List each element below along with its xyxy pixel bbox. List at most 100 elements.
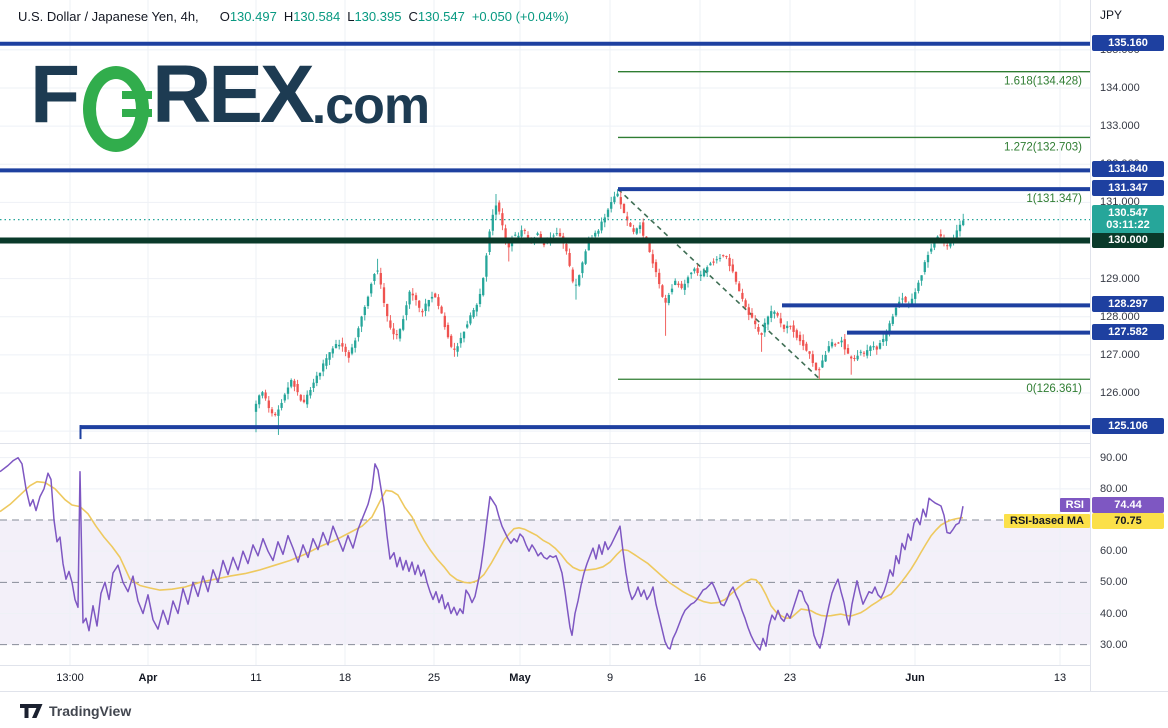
candle-body xyxy=(731,264,734,272)
time-tick-25: 25 xyxy=(427,672,441,684)
price-tick: 129.000 xyxy=(1100,272,1140,285)
candle-body xyxy=(859,351,862,353)
candle-body xyxy=(674,280,677,285)
time-scale-axis[interactable]: 13:00 Apr 11 18 25 May 9 16 23 Jun 13 xyxy=(0,665,1168,692)
candle-body xyxy=(427,300,430,307)
candle-body xyxy=(299,394,302,401)
candle-body xyxy=(443,315,446,328)
candle-body xyxy=(334,344,338,348)
candle-body xyxy=(914,292,917,299)
tradingview-logo[interactable]: TradingView xyxy=(20,703,131,719)
rsi-tick: 40.00 xyxy=(1100,607,1128,620)
time-tick-13:00: 13:00 xyxy=(56,672,84,684)
candle-body xyxy=(792,325,795,332)
candle-body xyxy=(651,254,654,264)
candle-body xyxy=(744,300,747,307)
candle-body xyxy=(341,343,344,347)
candle-body xyxy=(469,315,472,324)
rsi-indicator-label[interactable]: RSI xyxy=(1059,498,1090,513)
candle-body xyxy=(658,272,661,285)
price-tick: 134.000 xyxy=(1100,82,1140,94)
candle-body xyxy=(286,387,290,394)
fib-retracement[interactable]: 1.618(134.428) 1.272(132.703) 1(131.347) 0(… xyxy=(618,71,1090,396)
candle-body xyxy=(312,382,315,388)
candle-body xyxy=(440,306,443,314)
candle-body xyxy=(402,319,405,330)
candle-body xyxy=(853,357,856,359)
candle-body xyxy=(635,228,638,234)
price-pane[interactable]: 1.618(134.428) 1.272(132.703) 1(131.347) 0(… xyxy=(0,0,1090,443)
candle-body xyxy=(715,259,718,261)
trendline[interactable] xyxy=(617,188,821,380)
candle-body xyxy=(766,316,770,325)
candle-body xyxy=(894,307,898,316)
candle-body xyxy=(418,300,421,308)
candle-body xyxy=(382,287,386,303)
candle-body xyxy=(552,235,555,237)
candle-body xyxy=(392,328,395,335)
candle-body xyxy=(459,337,462,344)
price-scale-axis[interactable]: JPY 135.000134.000133.000132.000131.0001… xyxy=(1090,0,1168,691)
rsi-value-badge[interactable]: 74.44 xyxy=(1092,497,1164,514)
candle-body xyxy=(920,275,923,281)
candle-body xyxy=(738,283,741,292)
candle-body xyxy=(888,323,891,331)
candle-body xyxy=(648,242,651,253)
candle-body xyxy=(747,307,750,315)
candle-body xyxy=(267,400,270,409)
logo-dot-com: .com xyxy=(311,77,430,135)
rsi-ma-indicator-label[interactable]: RSI-based MA xyxy=(1004,513,1090,528)
candle-body xyxy=(274,413,277,416)
candle-body xyxy=(786,325,789,329)
rsi-ma-line[interactable] xyxy=(0,480,964,619)
candle-body xyxy=(875,346,878,350)
candle-body xyxy=(610,202,613,209)
candle-body xyxy=(728,257,731,267)
candle-body xyxy=(638,225,642,229)
rsi-line[interactable] xyxy=(0,456,964,651)
pane-divider[interactable] xyxy=(0,443,1168,444)
candle-body xyxy=(482,278,485,296)
price-level-badge-135.160[interactable]: 135.160 xyxy=(1092,34,1164,51)
symbol-title[interactable]: U.S. Dollar / Japanese Yen, 4h, xyxy=(18,9,199,24)
candle-body xyxy=(734,272,738,282)
price-level-badge-131.840[interactable]: 131.840 xyxy=(1092,161,1164,178)
candle-body xyxy=(882,338,885,342)
price-tick: 127.000 xyxy=(1100,348,1140,361)
candle-body xyxy=(654,262,658,273)
last-price-badge[interactable]: 130.547 03:11:22 xyxy=(1092,204,1164,233)
price-level-badge-127.582[interactable]: 127.582 xyxy=(1092,323,1164,340)
candle-body xyxy=(962,220,965,226)
candle-body xyxy=(603,217,606,223)
symbol-header: U.S. Dollar / Japanese Yen, 4h, O130.497… xyxy=(18,9,569,24)
candle-body xyxy=(677,283,680,286)
candle-body xyxy=(536,233,539,235)
candle-body xyxy=(437,297,440,306)
candle-body xyxy=(926,254,930,263)
tradingview-text: TradingView xyxy=(49,703,132,719)
candle-body xyxy=(379,273,382,285)
price-level-badge-130.000[interactable]: 130.000 xyxy=(1092,231,1164,248)
price-level-badge-128.297[interactable]: 128.297 xyxy=(1092,296,1164,313)
candle-body xyxy=(565,243,568,252)
candle-body xyxy=(779,318,782,324)
candle-body xyxy=(539,233,542,239)
candle-body xyxy=(805,343,808,351)
rsi-tick: 80.00 xyxy=(1100,482,1128,495)
rsi-pane[interactable] xyxy=(0,443,1090,665)
candle-body xyxy=(690,272,693,275)
candle-body xyxy=(270,409,274,414)
candle-body xyxy=(302,399,306,403)
price-level-badge-131.347[interactable]: 131.347 xyxy=(1092,180,1164,197)
candle-body xyxy=(626,216,629,221)
candle-body xyxy=(594,232,597,237)
rsi-ma-value-badge[interactable]: 70.75 xyxy=(1092,512,1164,529)
candle-body xyxy=(475,304,478,312)
time-tick-13: 13 xyxy=(1053,672,1067,684)
logo-letters-rex: REX xyxy=(152,49,315,140)
price-tick: 133.000 xyxy=(1100,120,1140,133)
candle-body xyxy=(939,234,942,237)
candle-body xyxy=(363,306,366,316)
candle-body xyxy=(814,362,818,371)
price-level-badge-125.106[interactable]: 125.106 xyxy=(1092,418,1164,435)
